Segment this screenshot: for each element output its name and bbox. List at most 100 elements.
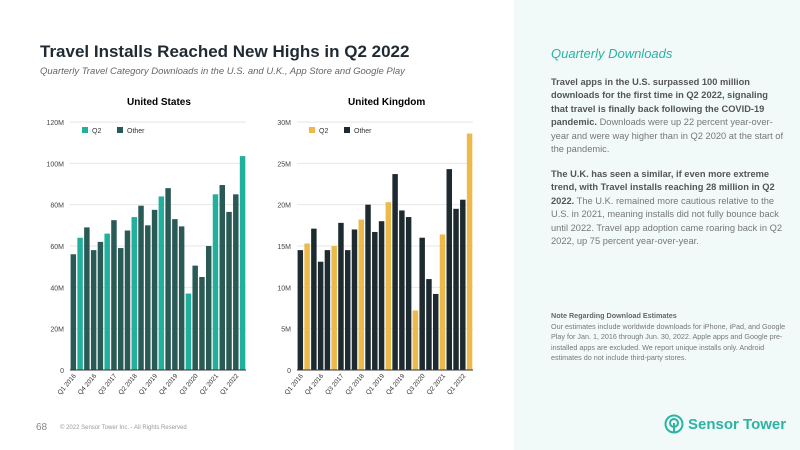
us-bar-q2-2016 xyxy=(77,237,83,370)
uk-bar-q3-2019 xyxy=(392,174,398,370)
us-chart-title: United States xyxy=(127,97,191,108)
uk-y-tick-label: 20M xyxy=(277,203,291,210)
uk-legend-q2-swatch xyxy=(309,127,315,133)
us-bar-q2-2021 xyxy=(212,194,219,370)
us-y-tick-label: 60M xyxy=(50,244,64,251)
us-legend-other-swatch xyxy=(117,127,123,133)
us-x-tick-label: Q2 2018 xyxy=(117,372,139,396)
us-legend-q2-label: Q2 xyxy=(92,128,101,135)
us-x-tick-label: Q2 2021 xyxy=(199,372,221,396)
uk-legend-other-swatch xyxy=(344,127,350,133)
us-x-tick-label: Q4 2019 xyxy=(158,372,180,396)
us-y-tick-label: 20M xyxy=(50,327,64,334)
us-bar-q4-2017 xyxy=(117,248,124,370)
uk-y-tick-label: 25M xyxy=(277,161,291,168)
uk-x-tick-label: Q1 2016 xyxy=(284,372,306,396)
uk-bar-q2-2022 xyxy=(466,133,473,370)
us-y-tick-label: 120M xyxy=(46,120,64,127)
uk-bar-q3-2021 xyxy=(446,169,452,370)
uk-legend-q2-label: Q2 xyxy=(319,128,328,135)
paragraph-us-rest: Downloads were up 22 percent year-over-y… xyxy=(551,117,784,155)
us-y-tick-label: 40M xyxy=(50,285,64,292)
uk-bar-q2-2020 xyxy=(412,310,419,370)
sidebar-heading: Quarterly Downloads xyxy=(551,46,673,61)
uk-bar-q4-2020 xyxy=(426,279,432,370)
uk-y-tick-label: 30M xyxy=(277,120,291,127)
us-x-tick-label: Q3 2020 xyxy=(178,372,200,396)
us-x-tick-label: Q1 2022 xyxy=(219,372,241,396)
us-bar-q3-2016 xyxy=(84,227,90,370)
logo-text: Sensor Tower xyxy=(688,415,787,433)
us-x-tick-label: Q3 2017 xyxy=(97,372,119,396)
us-bar-q3-2017 xyxy=(111,220,117,370)
us-legend-q2-swatch xyxy=(82,127,88,133)
uk-y-tick-label: 0 xyxy=(287,368,291,375)
us-bar-q1-2016 xyxy=(70,254,77,370)
uk-bar-q4-2021 xyxy=(453,208,459,370)
paragraph-us-bold: Travel apps in the U.S. surpassed 100 mi… xyxy=(551,77,768,128)
uk-bar-q1-2018 xyxy=(351,229,358,370)
note-title: Note Regarding Download Estimates xyxy=(551,311,677,320)
commentary-panel xyxy=(514,0,800,450)
us-bar-q1-2021 xyxy=(205,246,212,370)
sensor-tower-icon xyxy=(664,414,684,434)
uk-bar-q4-2016 xyxy=(317,261,324,370)
uk-y-tick-label: 5M xyxy=(281,327,291,334)
paragraph-us: Travel apps in the U.S. surpassed 100 mi… xyxy=(551,76,786,156)
uk-bar-q1-2019 xyxy=(378,221,385,370)
us-y-tick-label: 100M xyxy=(46,161,64,168)
uk-x-tick-label: Q4 2019 xyxy=(385,372,407,396)
uk-bar-q2-2019 xyxy=(385,202,392,370)
page-number: 68 xyxy=(36,422,48,433)
us-bar-q4-2018 xyxy=(145,225,151,370)
us-bar-q1-2017 xyxy=(97,241,104,370)
paragraph-uk: The U.K. has seen a similar, if even mor… xyxy=(551,168,786,248)
uk-bar-q3-2017 xyxy=(338,222,344,370)
uk-y-tick-label: 15M xyxy=(277,244,291,251)
uk-bar-q1-2017 xyxy=(324,250,331,370)
uk-x-tick-label: Q1 2019 xyxy=(365,372,387,396)
us-bar-q4-2016 xyxy=(90,250,97,370)
us-bar-q3-2019 xyxy=(165,188,171,370)
paragraph-uk-rest: The U.K. remained more cautious relative… xyxy=(551,195,783,247)
us-bar-q1-2022 xyxy=(233,194,239,370)
note-body: Our estimates include worldwide download… xyxy=(551,321,786,363)
us-bar-q2-2020 xyxy=(185,293,192,370)
uk-bar-q4-2018 xyxy=(372,231,378,370)
uk-bar-q1-2020 xyxy=(405,217,412,370)
uk-x-tick-label: Q3 2020 xyxy=(405,372,427,396)
us-bar-q2-2018 xyxy=(131,217,137,370)
us-y-tick-label: 0 xyxy=(60,368,64,375)
download-note: Note Regarding Download Estimates Our es… xyxy=(551,311,791,364)
us-bar-q1-2020 xyxy=(178,226,185,370)
copyright: © 2022 Sensor Tower Inc. - All Rights Re… xyxy=(60,425,187,431)
us-bar-q1-2019 xyxy=(151,209,158,370)
uk-bar-q3-2018 xyxy=(365,204,371,370)
us-y-tick-label: 80M xyxy=(50,203,64,210)
page-title: Travel Installs Reached New Highs in Q2 … xyxy=(40,42,410,61)
us-bar-q4-2021 xyxy=(226,211,232,370)
us-legend-other-label: Other xyxy=(127,128,145,135)
sensor-tower-logo: Sensor Tower xyxy=(664,414,786,434)
uk-bar-q2-2018 xyxy=(358,219,364,370)
uk-x-tick-label: Q1 2022 xyxy=(446,372,468,396)
uk-bar-q1-2016 xyxy=(297,250,304,370)
us-bar-q4-2020 xyxy=(199,277,205,370)
us-bar-q3-2018 xyxy=(138,205,144,370)
uk-x-tick-label: Q2 2021 xyxy=(426,372,448,396)
us-bar-q3-2021 xyxy=(219,185,225,370)
uk-chart-title: United Kingdom xyxy=(348,97,426,108)
us-bar-q2-2017 xyxy=(104,233,110,370)
uk-bar-q3-2020 xyxy=(419,237,425,370)
us-x-tick-label: Q4 2016 xyxy=(77,372,99,396)
us-bar-q3-2020 xyxy=(192,265,198,370)
us-x-tick-label: Q1 2019 xyxy=(138,372,160,396)
uk-bar-q4-2019 xyxy=(399,210,405,370)
us-bar-q2-2019 xyxy=(158,196,165,370)
uk-x-tick-label: Q4 2016 xyxy=(304,372,326,396)
uk-legend-other-label: Other xyxy=(354,128,372,135)
us-bar-q2-2022 xyxy=(239,156,246,370)
chart-panel xyxy=(0,0,514,450)
uk-bar-q1-2022 xyxy=(460,199,466,370)
